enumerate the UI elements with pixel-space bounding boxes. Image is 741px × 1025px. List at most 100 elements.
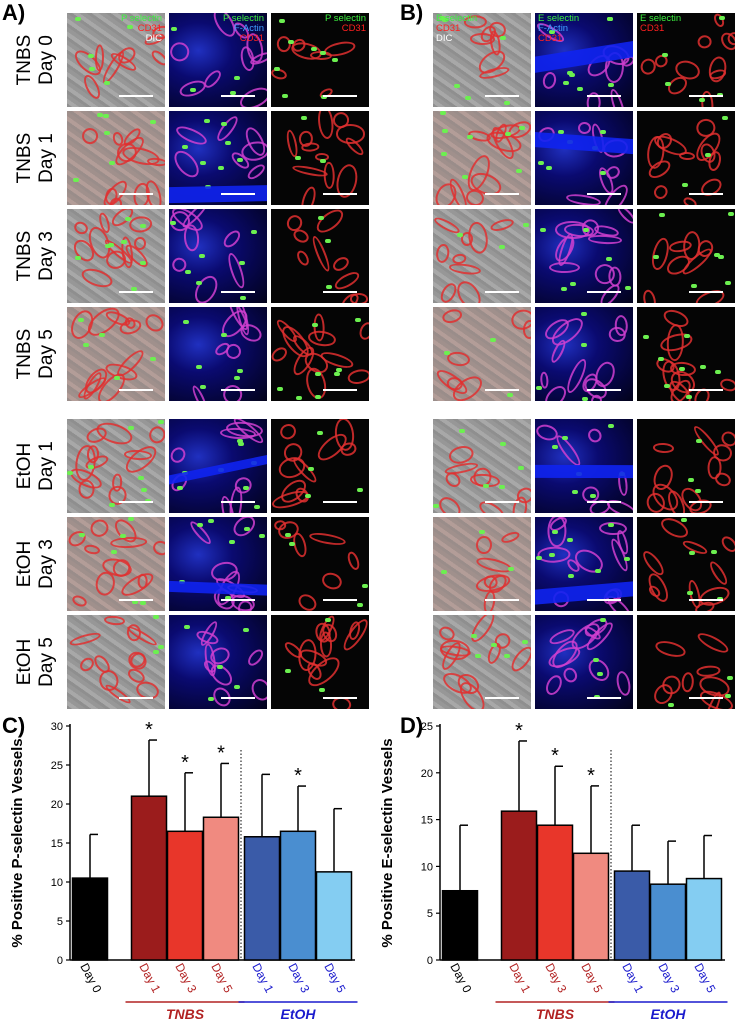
selectin-signal — [686, 394, 693, 399]
vessel-outline — [707, 54, 730, 84]
row-label-treatment: EtOH — [14, 638, 35, 686]
selectin-signal — [319, 158, 326, 163]
selectin-signal — [454, 83, 461, 88]
channel-label: E selectin — [538, 13, 580, 24]
vessel-outline — [548, 262, 580, 274]
selectin-signal — [471, 634, 477, 639]
selectin-signal — [137, 476, 144, 481]
selectin-signal — [199, 161, 206, 166]
row-label: TNBS Day 5 — [10, 294, 62, 414]
selectin-signal — [88, 464, 95, 469]
selectin-signal — [331, 57, 338, 62]
selectin-signal — [196, 364, 203, 369]
group-label: TNBS — [166, 1006, 205, 1022]
selectin-signal — [75, 255, 82, 260]
channel-label: CD31 — [239, 33, 264, 44]
selectin-signal — [319, 50, 326, 55]
selectin-signal — [233, 685, 240, 690]
scale-bar — [221, 95, 255, 97]
channel-legend: P selectin CD31 — [325, 14, 366, 34]
selectin-signal — [562, 81, 569, 86]
selectin-signal — [727, 212, 734, 217]
selectin-signal — [185, 269, 192, 274]
selectin-signal — [561, 435, 568, 440]
vessel-outline — [142, 310, 165, 336]
x-tick-label: Day 3 — [285, 961, 312, 996]
selectin-signal — [105, 243, 112, 248]
selectin-signal — [589, 494, 596, 499]
scale-bar — [485, 389, 519, 391]
scale-bar — [485, 193, 519, 195]
selectin-signal — [686, 590, 693, 595]
selectin-signal — [324, 618, 331, 623]
selectin-signal — [540, 228, 547, 233]
y-tick-label: 15 — [421, 815, 433, 827]
scale-bar — [689, 501, 723, 503]
significance-star: * — [217, 742, 225, 764]
channel-label: E selectin — [436, 13, 478, 24]
scale-bar — [119, 697, 153, 699]
vessel-outline — [577, 121, 592, 135]
selectin-signal — [593, 694, 600, 699]
scale-bar — [323, 291, 357, 293]
vessel-outline — [356, 319, 369, 342]
selectin-signal — [190, 87, 197, 92]
vessel-outline — [435, 493, 464, 513]
vessel-outline — [295, 248, 312, 268]
vessel-outline — [271, 344, 291, 365]
vessel-outline — [79, 265, 116, 291]
row-label-day: Day 0 — [36, 35, 57, 85]
selectin-signal — [127, 425, 134, 430]
vessel-outline — [552, 432, 584, 469]
panel-a-micrograph-tile — [270, 418, 370, 514]
selectin-signal — [238, 261, 245, 266]
selectin-signal — [687, 477, 694, 482]
selectin-signal — [99, 333, 106, 338]
vessel-outline — [87, 517, 112, 540]
vessel-outline — [80, 72, 104, 102]
bar — [536, 824, 574, 961]
selectin-signal — [333, 372, 340, 376]
vessel-outline — [697, 175, 725, 200]
selectin-signal — [705, 153, 712, 158]
selectin-signal — [141, 488, 148, 493]
selectin-signal — [699, 365, 706, 370]
selectin-signal — [557, 129, 564, 134]
y-tick-label: 30 — [51, 721, 63, 733]
selectin-signal — [582, 227, 589, 232]
channel-label: F-Actin — [538, 23, 569, 34]
vessel-outline — [584, 655, 614, 685]
selectin-signal — [152, 649, 159, 654]
scale-bar — [587, 95, 621, 97]
scale-bar — [485, 599, 519, 601]
row-label-day: Day 3 — [36, 231, 57, 281]
vessel-outline — [706, 558, 731, 587]
vessel-outline — [482, 590, 498, 611]
channel-label: DIC — [145, 33, 162, 44]
selectin-signal — [433, 503, 440, 508]
selectin-signal — [78, 317, 85, 322]
row-label-treatment: TNBS — [14, 328, 35, 380]
panel-b-micrograph-tile — [534, 208, 634, 304]
scale-bar — [323, 697, 357, 699]
vessel-outline — [103, 615, 126, 627]
channel-label: P selectin — [324, 13, 366, 24]
selectin-signal — [130, 287, 137, 292]
panel-b-micrograph-tile — [534, 110, 634, 206]
selectin-signal — [679, 367, 686, 372]
vessel-outline — [332, 269, 362, 293]
selectin-signal — [284, 669, 291, 674]
y-axis-label: % Positive E-selectin Vessels — [379, 738, 396, 947]
scale-bar — [119, 193, 153, 195]
selectin-signal — [325, 238, 332, 243]
group-label: EtOH — [651, 1006, 687, 1022]
selectin-signal — [714, 253, 721, 258]
vessel-outline — [678, 151, 695, 162]
selectin-signal — [717, 596, 724, 601]
scale-bar — [119, 95, 153, 97]
scale-bar — [119, 501, 153, 503]
bar — [243, 836, 281, 961]
row-label-treatment: TNBS — [14, 34, 35, 86]
panel-b-micrograph-tile — [432, 110, 532, 206]
selectin-signal — [548, 553, 555, 558]
